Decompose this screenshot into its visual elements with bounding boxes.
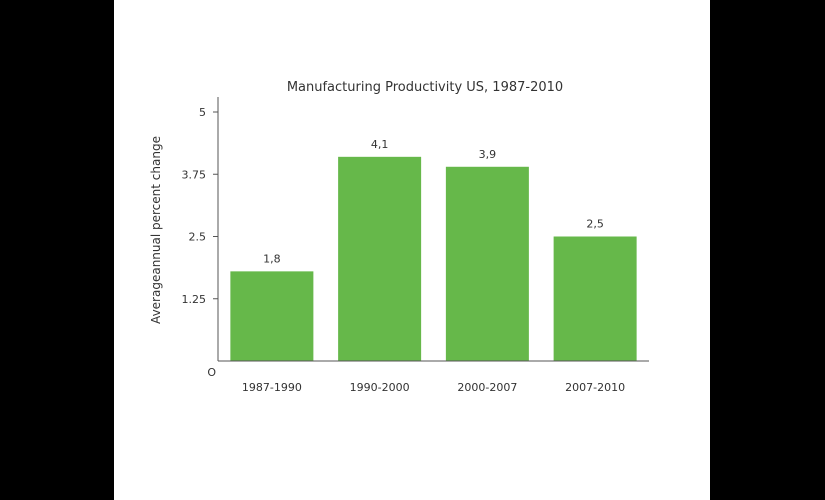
bar-2000-2007	[445, 166, 529, 361]
x-ticks-group: 1987-1990 1990-2000 2000-2007 2007-2010	[242, 381, 625, 394]
x-tick-label-2007-2010: 2007-2010	[565, 381, 625, 394]
y-axis-label: Averageannual percent change	[149, 136, 163, 324]
bars-group: 1,8 4,1 3,9 2,5	[230, 138, 637, 361]
chart-title: Manufacturing Productivity US, 1987-2010	[287, 80, 563, 95]
bar-2007-2010	[553, 236, 637, 361]
y-tick-label: O	[207, 366, 216, 379]
bar-1990-2000	[338, 156, 422, 361]
chart-canvas: Manufacturing Productivity US, 1987-2010…	[114, 0, 710, 500]
y-tick-label: 1.25	[182, 293, 207, 306]
y-tick-label: 3.75	[182, 168, 207, 181]
bar-chart: Manufacturing Productivity US, 1987-2010…	[149, 80, 649, 394]
value-label-2007-2010: 2,5	[586, 218, 604, 231]
value-label-1990-2000: 4,1	[371, 138, 389, 151]
x-tick-label-1987-1990: 1987-1990	[242, 381, 302, 394]
value-label-2000-2007: 3,9	[479, 148, 497, 161]
bar-1987-1990	[230, 271, 314, 361]
y-tick-label: 5	[199, 106, 206, 119]
x-tick-label-2000-2007: 2000-2007	[457, 381, 517, 394]
value-label-1987-1990: 1,8	[263, 252, 281, 265]
y-tick-label: 2.5	[189, 231, 207, 244]
y-ticks-group: O 1.25 2.5 3.75 5	[182, 106, 218, 379]
x-tick-label-1990-2000: 1990-2000	[350, 381, 410, 394]
